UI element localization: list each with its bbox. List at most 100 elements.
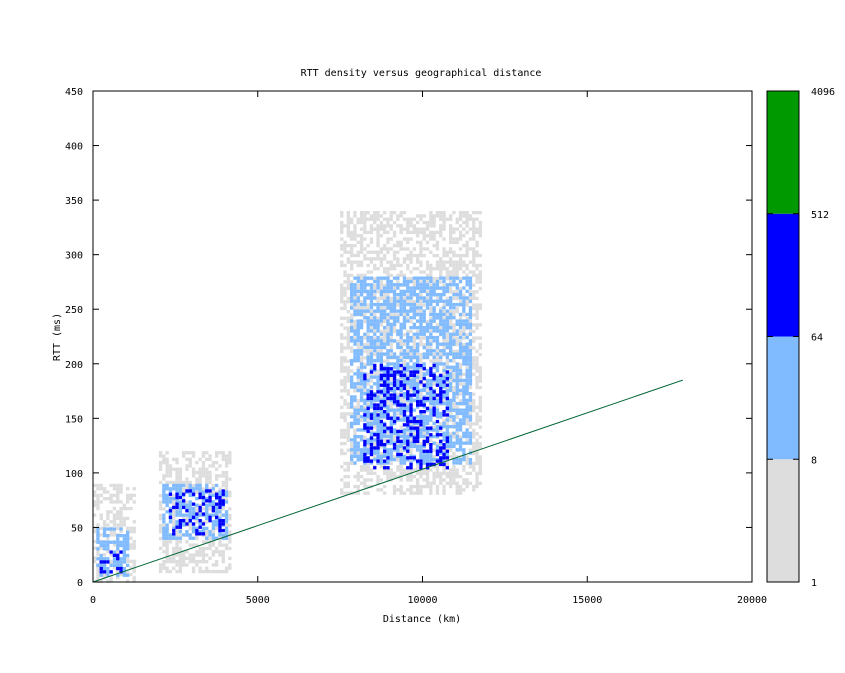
density-cell (359, 342, 364, 346)
density-cell (445, 466, 449, 470)
density-cell (369, 240, 374, 244)
density-cell (363, 443, 367, 447)
density-cell (356, 475, 360, 479)
density-cell (425, 296, 430, 301)
density-cell (386, 383, 390, 387)
density-cell (425, 382, 430, 386)
density-cell (350, 425, 354, 429)
density-cell (435, 359, 440, 363)
density-cell (343, 461, 347, 466)
density-cell (419, 462, 423, 467)
density-cell (215, 492, 219, 496)
density-cell (468, 465, 473, 469)
density-cell (419, 310, 423, 314)
density-cell (412, 227, 416, 231)
density-cell (373, 455, 377, 459)
density-cell (472, 442, 476, 446)
density-cell (419, 227, 423, 231)
density-cell (425, 280, 430, 284)
density-cell (346, 376, 350, 380)
density-cell (422, 383, 426, 387)
density-cell (478, 303, 482, 307)
density-cell (119, 550, 123, 554)
density-cell (435, 263, 440, 268)
density-cell (386, 335, 390, 340)
density-cell (191, 530, 196, 534)
density-cell (201, 474, 206, 478)
density-cell (215, 467, 219, 471)
density-cell (409, 326, 413, 330)
density-cell (208, 499, 212, 503)
density-cell (449, 247, 453, 251)
density-cell (359, 349, 364, 353)
density-cell (185, 513, 189, 517)
density-cell (191, 560, 196, 564)
density-cell (409, 456, 413, 460)
density-cell (205, 566, 209, 570)
density-cell (116, 569, 120, 573)
density-cell (211, 523, 215, 527)
density-cell (165, 526, 169, 530)
density-cell (412, 306, 416, 310)
density-cell (468, 214, 473, 218)
density-cell (383, 257, 387, 261)
density-cell (175, 513, 179, 517)
density-cell (379, 260, 383, 264)
density-cell (182, 492, 186, 496)
density-cell (359, 451, 364, 455)
density-cell (452, 455, 456, 459)
density-cell (435, 349, 440, 353)
density-cell (449, 296, 453, 300)
density-cell (158, 566, 163, 570)
density-cell (416, 355, 420, 359)
density-cell (366, 343, 370, 347)
density-cell (458, 322, 463, 326)
density-cell (429, 286, 433, 290)
density-cell (205, 503, 209, 507)
density-cell (211, 540, 215, 544)
density-cell (412, 349, 416, 353)
density-cell (425, 454, 430, 458)
density-cell (396, 342, 400, 346)
density-cell (201, 451, 206, 455)
density-cell (175, 560, 179, 564)
density-cell (106, 534, 110, 538)
density-cell (452, 475, 456, 479)
density-cell (353, 428, 357, 433)
density-cell (399, 383, 403, 387)
density-cell (478, 366, 482, 370)
density-cell (425, 426, 430, 430)
density-cell (396, 403, 400, 407)
density-cell (406, 428, 410, 432)
density-cell (416, 342, 420, 346)
density-cell (409, 475, 413, 479)
density-cell (373, 277, 377, 281)
density-cell (379, 283, 383, 287)
density-cell (162, 477, 166, 481)
density-cell (340, 220, 344, 225)
density-cell (472, 306, 476, 310)
density-cell (389, 434, 393, 439)
density-cell (419, 444, 423, 449)
density-cell (445, 396, 449, 401)
density-cell (228, 507, 232, 511)
density-cell (449, 379, 453, 383)
density-cell (432, 286, 436, 290)
density-cell (409, 403, 413, 407)
density-cell (205, 487, 209, 491)
density-cell (109, 559, 113, 563)
density-cell (346, 359, 350, 363)
density-cell (178, 477, 182, 481)
density-cell (346, 343, 350, 347)
density-cell (386, 377, 390, 381)
density-cell (198, 519, 202, 523)
density-cell (366, 441, 370, 445)
density-cell (402, 434, 407, 439)
density-cell (478, 445, 482, 449)
density-cell (392, 362, 397, 366)
density-cell (366, 230, 370, 235)
density-cell (465, 211, 469, 215)
density-cell (373, 418, 377, 422)
density-cell (205, 457, 209, 461)
density-cell (188, 500, 192, 504)
